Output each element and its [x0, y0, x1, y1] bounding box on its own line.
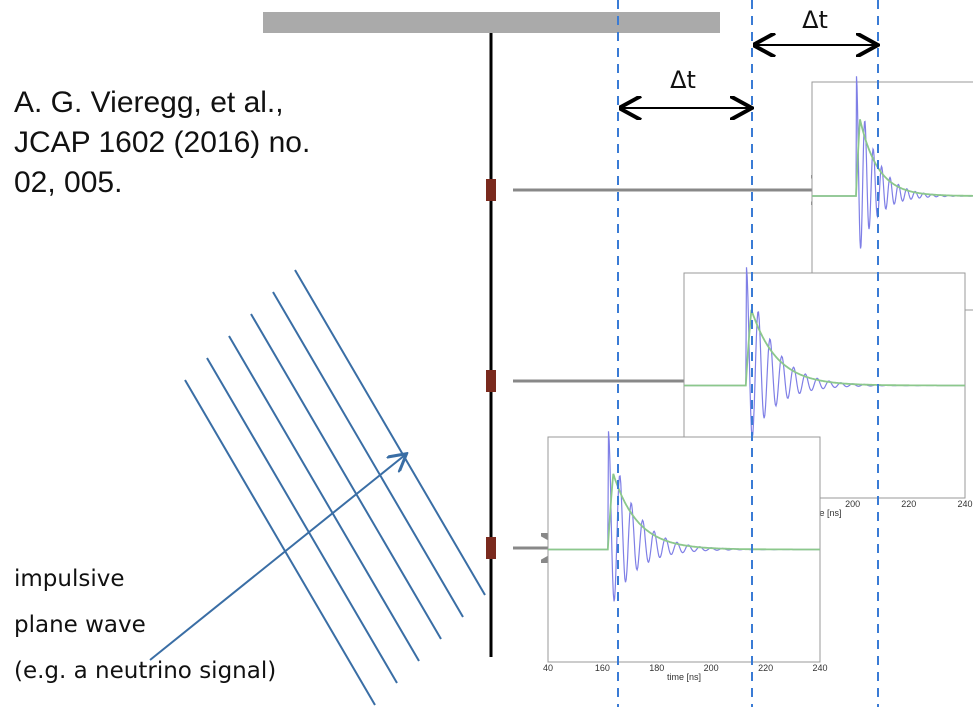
- wave-front: [229, 336, 419, 661]
- plane-wave: [185, 270, 485, 705]
- wave-direction: [150, 455, 405, 660]
- x-tick-label: 180: [649, 663, 664, 673]
- x-tick-label: 240: [812, 663, 827, 673]
- wave-front: [207, 358, 397, 683]
- antenna: [486, 370, 496, 392]
- x-tick-label: 240: [957, 499, 972, 509]
- delta-t: Δt: [802, 6, 828, 34]
- x-tick-label: 220: [901, 499, 916, 509]
- x-tick-label: 160: [595, 663, 610, 673]
- wave-front: [251, 314, 441, 639]
- x-axis-label: time [ns]: [667, 672, 701, 682]
- citation: A. G. Vieregg, et al.,: [14, 86, 284, 119]
- delta-t: Δt: [670, 66, 696, 94]
- citation: JCAP 1602 (2016) no.: [14, 126, 310, 159]
- citation: 02, 005.: [14, 166, 122, 199]
- antenna: [486, 179, 496, 201]
- diagram: A. G. Vieregg, et al., JCAP 1602 (2016) …: [0, 0, 973, 707]
- x-tick-label: 200: [704, 663, 719, 673]
- x-tick-label: 40: [543, 663, 553, 673]
- x-tick-label: 200: [845, 499, 860, 509]
- wave-label: plane wave: [14, 612, 146, 638]
- wave-front: [273, 292, 463, 617]
- antenna: [486, 537, 496, 559]
- wave-front: [295, 270, 485, 595]
- ice-surface: [263, 12, 720, 33]
- x-tick-label: 220: [758, 663, 773, 673]
- wave-label: (e.g. a neutrino signal): [14, 658, 276, 684]
- wave-label: impulsive: [14, 566, 125, 592]
- wave-front: [185, 380, 375, 705]
